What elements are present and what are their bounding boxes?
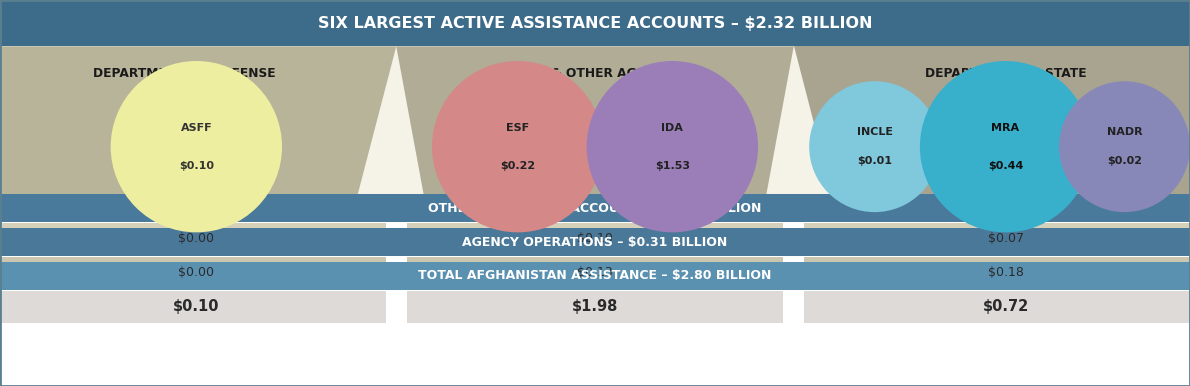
Text: OTHER ASSISTANCE ACCOUNTS – $0.17 BILLION: OTHER ASSISTANCE ACCOUNTS – $0.17 BILLIO… [428, 201, 762, 215]
Text: $0.22: $0.22 [500, 161, 536, 171]
Text: $0.00: $0.00 [178, 266, 214, 279]
FancyBboxPatch shape [0, 291, 1190, 323]
Text: $0.10: $0.10 [178, 161, 214, 171]
FancyBboxPatch shape [386, 257, 407, 289]
Text: USAID & OTHER AGENCIES: USAID & OTHER AGENCIES [505, 67, 685, 80]
Text: INCLE: INCLE [857, 127, 892, 137]
FancyBboxPatch shape [386, 291, 407, 323]
Text: ESF: ESF [506, 123, 530, 133]
FancyBboxPatch shape [0, 0, 1190, 46]
Text: $0.02: $0.02 [1107, 156, 1142, 166]
Polygon shape [794, 46, 1190, 220]
Text: NADR: NADR [1107, 127, 1142, 137]
Text: IDA: IDA [662, 123, 683, 133]
FancyBboxPatch shape [783, 257, 804, 289]
FancyBboxPatch shape [0, 223, 1190, 255]
FancyBboxPatch shape [0, 228, 1190, 256]
Polygon shape [396, 46, 794, 220]
Text: $0.72: $0.72 [983, 300, 1028, 314]
Text: $1.53: $1.53 [654, 161, 690, 171]
Ellipse shape [809, 81, 940, 212]
Polygon shape [762, 195, 839, 220]
FancyBboxPatch shape [0, 262, 1190, 290]
Text: $0.01: $0.01 [857, 156, 892, 166]
Polygon shape [351, 195, 428, 220]
Ellipse shape [432, 61, 603, 232]
Polygon shape [0, 46, 396, 220]
FancyBboxPatch shape [386, 223, 407, 255]
Ellipse shape [1059, 81, 1190, 212]
Text: $0.10: $0.10 [577, 232, 613, 245]
FancyBboxPatch shape [783, 291, 804, 323]
Text: $0.13: $0.13 [577, 266, 613, 279]
Text: DEPARTMENT OF STATE: DEPARTMENT OF STATE [925, 67, 1086, 80]
Text: ASFF: ASFF [181, 123, 212, 133]
Text: $0.10: $0.10 [173, 300, 220, 314]
Text: MRA: MRA [991, 123, 1020, 133]
Text: TOTAL AFGHANISTAN ASSISTANCE – $2.80 BILLION: TOTAL AFGHANISTAN ASSISTANCE – $2.80 BIL… [419, 269, 771, 283]
Text: $0.07: $0.07 [988, 232, 1023, 245]
Ellipse shape [920, 61, 1091, 232]
FancyBboxPatch shape [0, 220, 1190, 386]
Text: $1.98: $1.98 [572, 300, 618, 314]
Text: $0.44: $0.44 [988, 161, 1023, 171]
Ellipse shape [587, 61, 758, 232]
FancyBboxPatch shape [0, 257, 1190, 289]
Ellipse shape [111, 61, 282, 232]
Text: $0.00: $0.00 [178, 232, 214, 245]
Text: AGENCY OPERATIONS – $0.31 BILLION: AGENCY OPERATIONS – $0.31 BILLION [463, 235, 727, 249]
Text: DEPARTMENT OF DEFENSE: DEPARTMENT OF DEFENSE [93, 67, 276, 80]
FancyBboxPatch shape [783, 223, 804, 255]
Text: $0.18: $0.18 [988, 266, 1023, 279]
Text: SIX LARGEST ACTIVE ASSISTANCE ACCOUNTS – $2.32 BILLION: SIX LARGEST ACTIVE ASSISTANCE ACCOUNTS –… [318, 16, 872, 30]
FancyBboxPatch shape [0, 194, 1190, 222]
